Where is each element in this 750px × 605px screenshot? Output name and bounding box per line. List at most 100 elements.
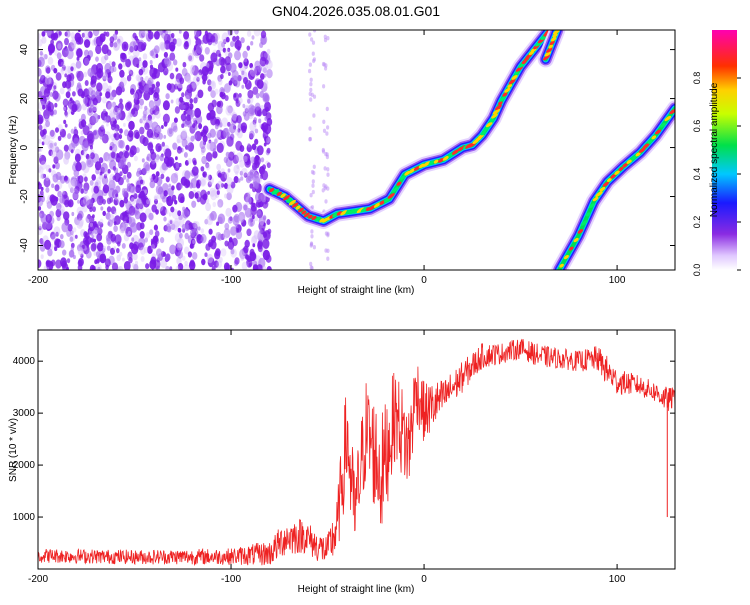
noise-dot xyxy=(207,257,215,268)
main-trace-hotspot xyxy=(373,202,381,208)
noise-dot xyxy=(50,231,56,240)
noise-dot xyxy=(232,35,237,42)
noise-dot xyxy=(249,62,254,69)
noise-dot xyxy=(98,157,104,164)
noise-dot xyxy=(105,234,111,242)
noise-dot xyxy=(113,128,118,135)
noise-dot xyxy=(113,42,118,48)
noise-dot xyxy=(141,30,149,37)
noise-dot xyxy=(94,161,102,171)
noise-dot xyxy=(186,114,191,122)
noise-dot xyxy=(184,260,188,266)
noise-dot xyxy=(175,156,178,161)
noise-dot xyxy=(259,123,263,128)
noise-dot xyxy=(243,104,249,113)
noise-dot xyxy=(176,138,180,144)
noise-dot xyxy=(207,181,212,188)
second-trace-hotspot xyxy=(614,170,620,175)
noise-dot xyxy=(259,42,264,48)
noise-dot xyxy=(194,221,200,229)
colorbar-tick-label: 0.4 xyxy=(692,168,702,181)
noise-dot xyxy=(236,164,240,170)
noise-dot xyxy=(186,76,192,83)
noise-dot xyxy=(227,168,231,173)
second-trace-hotspot xyxy=(592,196,599,202)
noise-dot xyxy=(80,150,85,156)
noise-streak-dot xyxy=(311,179,315,184)
main-trace-hotspot xyxy=(291,202,299,208)
noise-dot xyxy=(86,130,94,141)
noise-dot xyxy=(152,121,157,128)
y-tick-label: -20 xyxy=(19,189,30,204)
noise-dot xyxy=(252,243,256,248)
noise-dot xyxy=(243,77,248,85)
noise-dot xyxy=(202,129,207,136)
noise-dot xyxy=(130,197,136,205)
noise-dot xyxy=(80,113,86,122)
noise-dot xyxy=(39,51,43,56)
main-trace-hotspot xyxy=(413,166,420,171)
noise-dot xyxy=(261,122,269,132)
second-trace-hotspot xyxy=(664,115,672,122)
noise-dot xyxy=(204,30,208,36)
colorbar-label: Normalized spectral amplitude xyxy=(709,82,720,217)
noise-dot xyxy=(78,30,81,33)
noise-dot xyxy=(116,254,121,262)
noise-dot xyxy=(262,238,270,249)
noise-dot xyxy=(192,252,198,260)
noise-dot xyxy=(162,148,166,153)
noise-dot xyxy=(38,166,44,174)
noise-dot xyxy=(139,98,145,106)
noise-dot xyxy=(196,76,200,82)
noise-dot xyxy=(133,263,139,270)
noise-dot xyxy=(217,180,223,190)
noise-dot xyxy=(54,184,60,192)
noise-dot xyxy=(81,141,89,152)
noise-dot xyxy=(126,219,130,224)
noise-dot xyxy=(220,65,226,74)
noise-dot xyxy=(154,198,158,205)
noise-streak-dot xyxy=(326,256,330,261)
short-trace-hotspot xyxy=(544,51,552,57)
noise-dot xyxy=(72,189,80,200)
noise-dot xyxy=(101,72,108,82)
noise-dot xyxy=(224,83,231,93)
noise-dot xyxy=(238,211,246,222)
noise-dot xyxy=(246,45,251,51)
noise-dot xyxy=(237,178,241,183)
noise-dot xyxy=(55,259,62,269)
main-trace-hotspot xyxy=(303,212,310,218)
noise-dot xyxy=(243,245,249,254)
main-trace-hotspot xyxy=(494,104,502,111)
noise-dot xyxy=(234,30,238,35)
noise-dot xyxy=(95,36,103,47)
noise-dot xyxy=(201,258,206,266)
noise-dot xyxy=(133,102,140,112)
snr-series xyxy=(38,338,675,567)
noise-dot xyxy=(113,246,117,251)
noise-dot xyxy=(184,170,191,180)
noise-streak-dot xyxy=(309,193,313,198)
noise-streak-dot xyxy=(326,125,330,130)
noise-streak-dot xyxy=(322,84,326,89)
noise-dot xyxy=(42,104,46,110)
noise-dot xyxy=(189,243,194,249)
short-trace-hotspot xyxy=(552,33,558,38)
noise-dot xyxy=(170,206,175,213)
noise-dot xyxy=(38,124,43,131)
noise-dot xyxy=(92,214,95,219)
main-trace-hotspot xyxy=(504,87,511,93)
noise-dot xyxy=(188,260,196,270)
noise-dot xyxy=(55,231,59,237)
main-trace-hotspot xyxy=(345,209,351,215)
noise-dot xyxy=(123,150,130,159)
noise-dot xyxy=(250,205,257,216)
second-trace-hotspot xyxy=(622,163,628,168)
noise-dot xyxy=(111,101,117,108)
noise-dot xyxy=(108,179,116,191)
noise-dot xyxy=(179,183,183,189)
snr-y-label: SNR (10 * v/v) xyxy=(8,418,19,482)
noise-dot xyxy=(198,69,203,76)
noise-dot xyxy=(140,179,144,185)
